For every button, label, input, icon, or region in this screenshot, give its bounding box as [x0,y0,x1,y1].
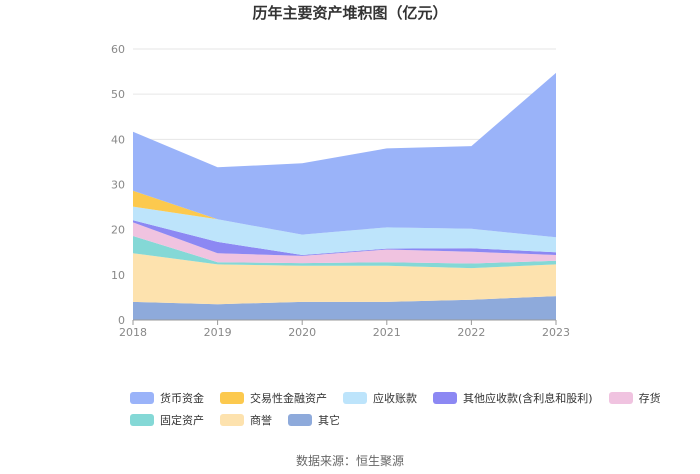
chart-title: 历年主要资产堆积图（亿元） [252,4,448,22]
chart-legend: 货币资金 交易性金融资产 应收账款 其他应收款(含利息和股利) 存货固定资产 商誉 其它 [130,388,661,432]
area-series-其它 [133,296,556,320]
area-series [133,72,556,320]
y-tick-label: 10 [111,269,125,282]
legend-item[interactable]: 其他应收款(含利息和股利) [433,390,593,406]
x-tick-label: 2021 [373,326,401,339]
y-tick-label: 20 [111,224,125,237]
x-tick-label: 2022 [457,326,485,339]
y-tick-label: 50 [111,88,125,101]
legend-label: 商誉 [250,414,272,427]
legend-label: 应收账款 [373,392,417,405]
axes: 0 10 20 30 40 50 60 2018 2019 2020 2021 2022 2023 [111,43,570,339]
y-tick-label: 0 [118,314,125,327]
legend-label: 存货 [638,392,661,405]
area-series-商誉 [133,253,556,305]
legend-row: 货币资金 交易性金融资产 应收账款 其他应收款(含利息和股利) 存货 [130,388,661,408]
legend-row: 固定资产 商誉 其它 [130,410,590,430]
x-tick-label: 2020 [288,326,316,339]
area-series-应收账款 [133,206,556,255]
legend-item[interactable]: 交易性金融资产 [220,390,327,406]
data-source-note: 数据来源：恒生聚源 [295,454,404,468]
legend-swatch [288,414,312,426]
legend-swatch [433,392,457,404]
legend-item[interactable]: 货币资金 [130,390,204,406]
legend-item[interactable]: 其它 [288,412,340,428]
legend-swatch [130,414,154,426]
legend-label: 其他应收款(含利息和股利) [463,392,593,405]
legend-swatch [130,392,154,404]
area-series-货币资金 [133,72,556,238]
x-tick-label: 2018 [119,326,147,339]
legend-swatch [608,392,633,404]
area-series-存货 [133,222,556,264]
area-series-其他应收款(含利息和股利) [133,220,556,256]
legend-swatch [220,414,244,426]
legend-item[interactable]: 商誉 [220,412,272,428]
legend-item[interactable]: 固定资产 [130,412,204,428]
legend-label: 其它 [318,414,340,427]
y-tick-label: 40 [111,133,125,146]
legend-item[interactable]: 存货 [608,390,661,406]
legend-label: 固定资产 [160,414,204,427]
y-tick-label: 60 [111,43,125,56]
legend-swatch [343,392,367,404]
x-tick-label: 2023 [542,326,570,339]
legend-swatch [220,392,244,404]
legend-label: 货币资金 [160,392,204,405]
y-tick-label: 30 [111,179,125,192]
legend-item[interactable]: 应收账款 [343,390,417,406]
legend-label: 交易性金融资产 [250,392,327,405]
area-series-固定资产 [133,236,556,269]
x-tick-label: 2019 [204,326,232,339]
